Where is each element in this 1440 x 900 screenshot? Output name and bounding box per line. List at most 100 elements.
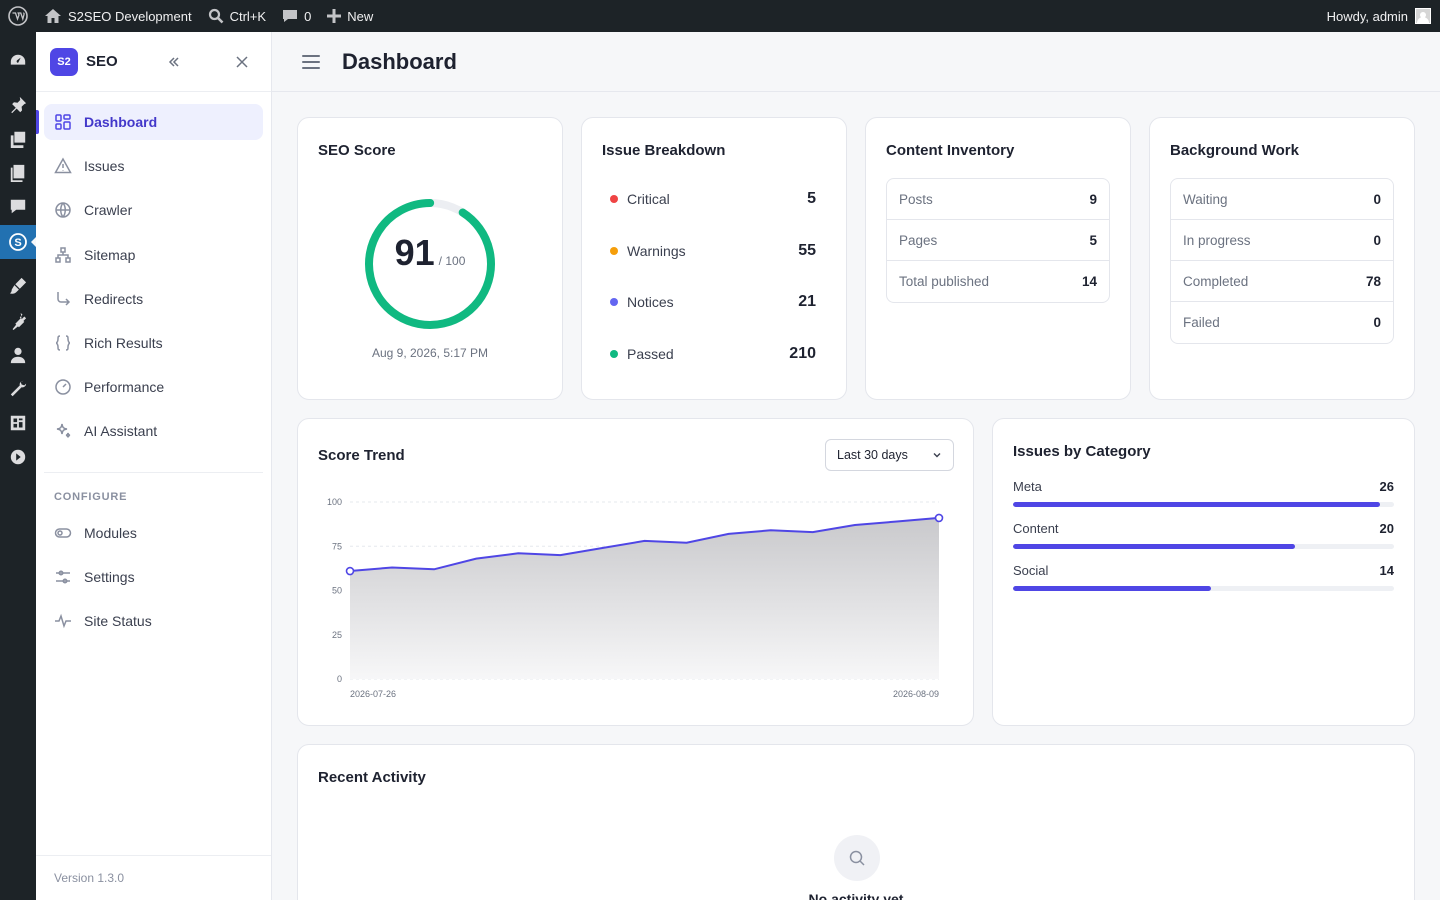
plugin-logo: S2	[50, 47, 78, 76]
y-tick-label: 100	[327, 497, 342, 507]
content-inventory-card: Content Inventory Posts 9 Pages 5 Total pu…	[865, 117, 1131, 400]
series-area	[350, 517, 939, 679]
settings-grid-icon[interactable]	[8, 413, 28, 433]
avatar	[1415, 8, 1431, 24]
y-tick-label: 25	[332, 630, 342, 640]
comment-icon	[283, 10, 298, 22]
sidebar-item-settings[interactable]: Settings	[44, 559, 263, 595]
toggle-icon	[54, 528, 72, 538]
list-item: Completed 78	[1171, 261, 1393, 302]
media-icon[interactable]	[8, 129, 28, 149]
search-icon	[834, 835, 880, 881]
configure-section-label: CONFIGURE	[54, 491, 128, 503]
plugin-title: SEO	[86, 53, 118, 70]
card-title: SEO Score	[318, 142, 396, 159]
collapse-menu-icon[interactable]	[8, 447, 28, 467]
recent-activity-card: Recent Activity No activity yet	[297, 744, 1415, 900]
collapse-sidebar-button[interactable]	[163, 51, 185, 73]
jobs-list: Waiting 0 In progress 0 Completed 78 Failed…	[1170, 178, 1394, 344]
list-item: Waiting 0	[1171, 179, 1393, 220]
issues-by-category-card: Issues by Category Meta 26 Content 20 Soci…	[992, 418, 1415, 726]
background-work-card: Background Work Waiting 0 In progress 0 Co…	[1149, 117, 1415, 400]
score-date: Aug 9, 2026, 5:17 PM	[371, 346, 489, 360]
category-row-social: Social 14	[1013, 563, 1394, 603]
progress-track	[1013, 502, 1394, 507]
sliders-icon	[56, 570, 70, 584]
s2seo-plugin-icon[interactable]: S	[8, 232, 28, 252]
category-row-content: Content 20	[1013, 521, 1394, 561]
comments-icon[interactable]	[8, 197, 28, 217]
issue-row-notices[interactable]: Notices 21	[610, 292, 816, 312]
category-row-meta: Meta 26	[1013, 479, 1394, 519]
series-line	[349, 516, 940, 572]
active-menu-highlight	[0, 225, 37, 259]
empty-state-text: No activity yet	[808, 891, 904, 900]
pin-icon[interactable]	[8, 95, 28, 115]
list-item: In progress 0	[1171, 220, 1393, 261]
card-title: Issues by Category	[1013, 443, 1151, 460]
sidebar-item-site-status[interactable]: Site Status	[44, 603, 263, 639]
hamburger-menu-icon[interactable]	[302, 54, 320, 69]
x-tick-label: 2026-08-09	[893, 689, 939, 699]
issue-row-critical[interactable]: Critical 5	[610, 189, 816, 209]
x-tick-label: 2026-07-26	[350, 689, 396, 699]
status-dot	[610, 298, 618, 306]
version-label: Version 1.3.0	[36, 855, 271, 900]
plugins-icon[interactable]	[8, 311, 28, 331]
search-shortcut[interactable]: Ctrl+K	[200, 0, 274, 32]
sidebar-item-crawler[interactable]: Crawler	[44, 192, 263, 228]
plus-icon	[327, 9, 342, 23]
y-tick-label: 75	[332, 541, 342, 551]
wordpress-logo-icon[interactable]	[0, 0, 36, 32]
date-range-select[interactable]: Last 30 days	[825, 439, 954, 471]
status-dot	[610, 247, 618, 255]
new-content-link[interactable]: New	[319, 0, 381, 32]
progress-fill	[1013, 544, 1296, 549]
tools-wrench-icon[interactable]	[8, 379, 28, 399]
inventory-list: Posts 9 Pages 5 Total published 14	[886, 178, 1110, 303]
sidebar-item-redirects[interactable]: Redirects	[44, 281, 263, 317]
dashboard-gauge-icon[interactable]	[8, 51, 28, 71]
progress-track	[1013, 544, 1394, 549]
sidebar-item-rich-results[interactable]: Rich Results	[44, 325, 263, 361]
site-name-link[interactable]: S2SEO Development	[36, 0, 200, 32]
card-title: Score Trend	[318, 447, 405, 464]
sidebar-nav: Dashboard Issues Crawler Sitemap Redirec…	[36, 104, 263, 458]
appearance-brush-icon[interactable]	[8, 276, 28, 296]
list-item: Total published 14	[899, 274, 1097, 289]
sidebar-item-dashboard[interactable]: Dashboard	[36, 104, 263, 140]
page-header: Dashboard	[272, 32, 1440, 92]
card-title: Background Work	[1170, 142, 1299, 159]
pages-icon[interactable]	[8, 163, 28, 183]
sidebar-divider	[44, 472, 263, 473]
close-icon	[236, 56, 248, 68]
issue-row-warnings[interactable]: Warnings 55	[610, 241, 816, 261]
sidebar-item-performance[interactable]: Performance	[44, 369, 263, 405]
sidebar-item-issues[interactable]: Issues	[44, 148, 263, 184]
progress-fill	[1013, 502, 1380, 507]
comments-link[interactable]: 0	[274, 0, 319, 32]
y-tick-label: 50	[332, 586, 342, 596]
account-menu[interactable]: Howdy, admin	[1327, 8, 1440, 24]
issue-row-passed[interactable]: Passed 210	[610, 344, 816, 364]
progress-track	[1013, 586, 1394, 591]
issue-breakdown-card: Issue Breakdown Critical 5 Warnings 55 N…	[581, 117, 847, 400]
sidebar-item-sitemap[interactable]: Sitemap	[44, 237, 263, 273]
list-item: Pages 5	[887, 220, 1109, 261]
chevron-down-icon	[933, 453, 941, 458]
page-title: Dashboard	[342, 48, 457, 74]
status-dot	[610, 195, 618, 203]
warning-triangle-icon	[54, 157, 72, 174]
seo-score-card: SEO Score 91/ 100 Aug 9, 2026, 5:17 PM	[297, 117, 563, 400]
sidebar-item-ai-assistant[interactable]: AI Assistant	[44, 413, 263, 449]
close-sidebar-button[interactable]	[231, 51, 253, 73]
score-value: 91/ 100	[394, 232, 466, 273]
redirect-arrow-icon	[57, 291, 71, 306]
search-icon	[208, 8, 223, 24]
wp-admin-menu: S	[0, 32, 37, 900]
users-icon[interactable]	[8, 345, 28, 365]
sidebar-item-modules[interactable]: Modules	[44, 515, 263, 551]
braces-icon	[55, 335, 71, 351]
plugin-sidebar: S2 SEO Dashboard Issues Crawler Sitemap …	[36, 32, 272, 900]
sitemap-icon	[55, 246, 71, 263]
